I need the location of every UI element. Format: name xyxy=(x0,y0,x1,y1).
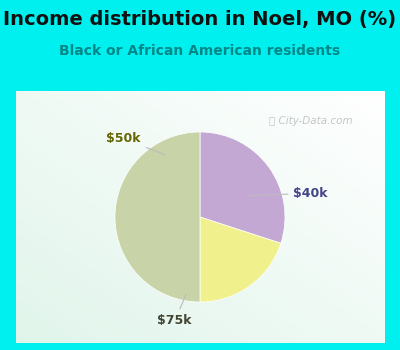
Text: ⓘ City-Data.com: ⓘ City-Data.com xyxy=(268,116,352,126)
Wedge shape xyxy=(200,217,281,302)
Text: $40k: $40k xyxy=(250,187,328,200)
Text: $50k: $50k xyxy=(106,132,165,155)
Wedge shape xyxy=(200,132,285,243)
Text: $75k: $75k xyxy=(158,294,192,327)
Text: Income distribution in Noel, MO (%): Income distribution in Noel, MO (%) xyxy=(4,10,396,29)
Text: Black or African American residents: Black or African American residents xyxy=(60,44,340,58)
Wedge shape xyxy=(115,132,200,302)
